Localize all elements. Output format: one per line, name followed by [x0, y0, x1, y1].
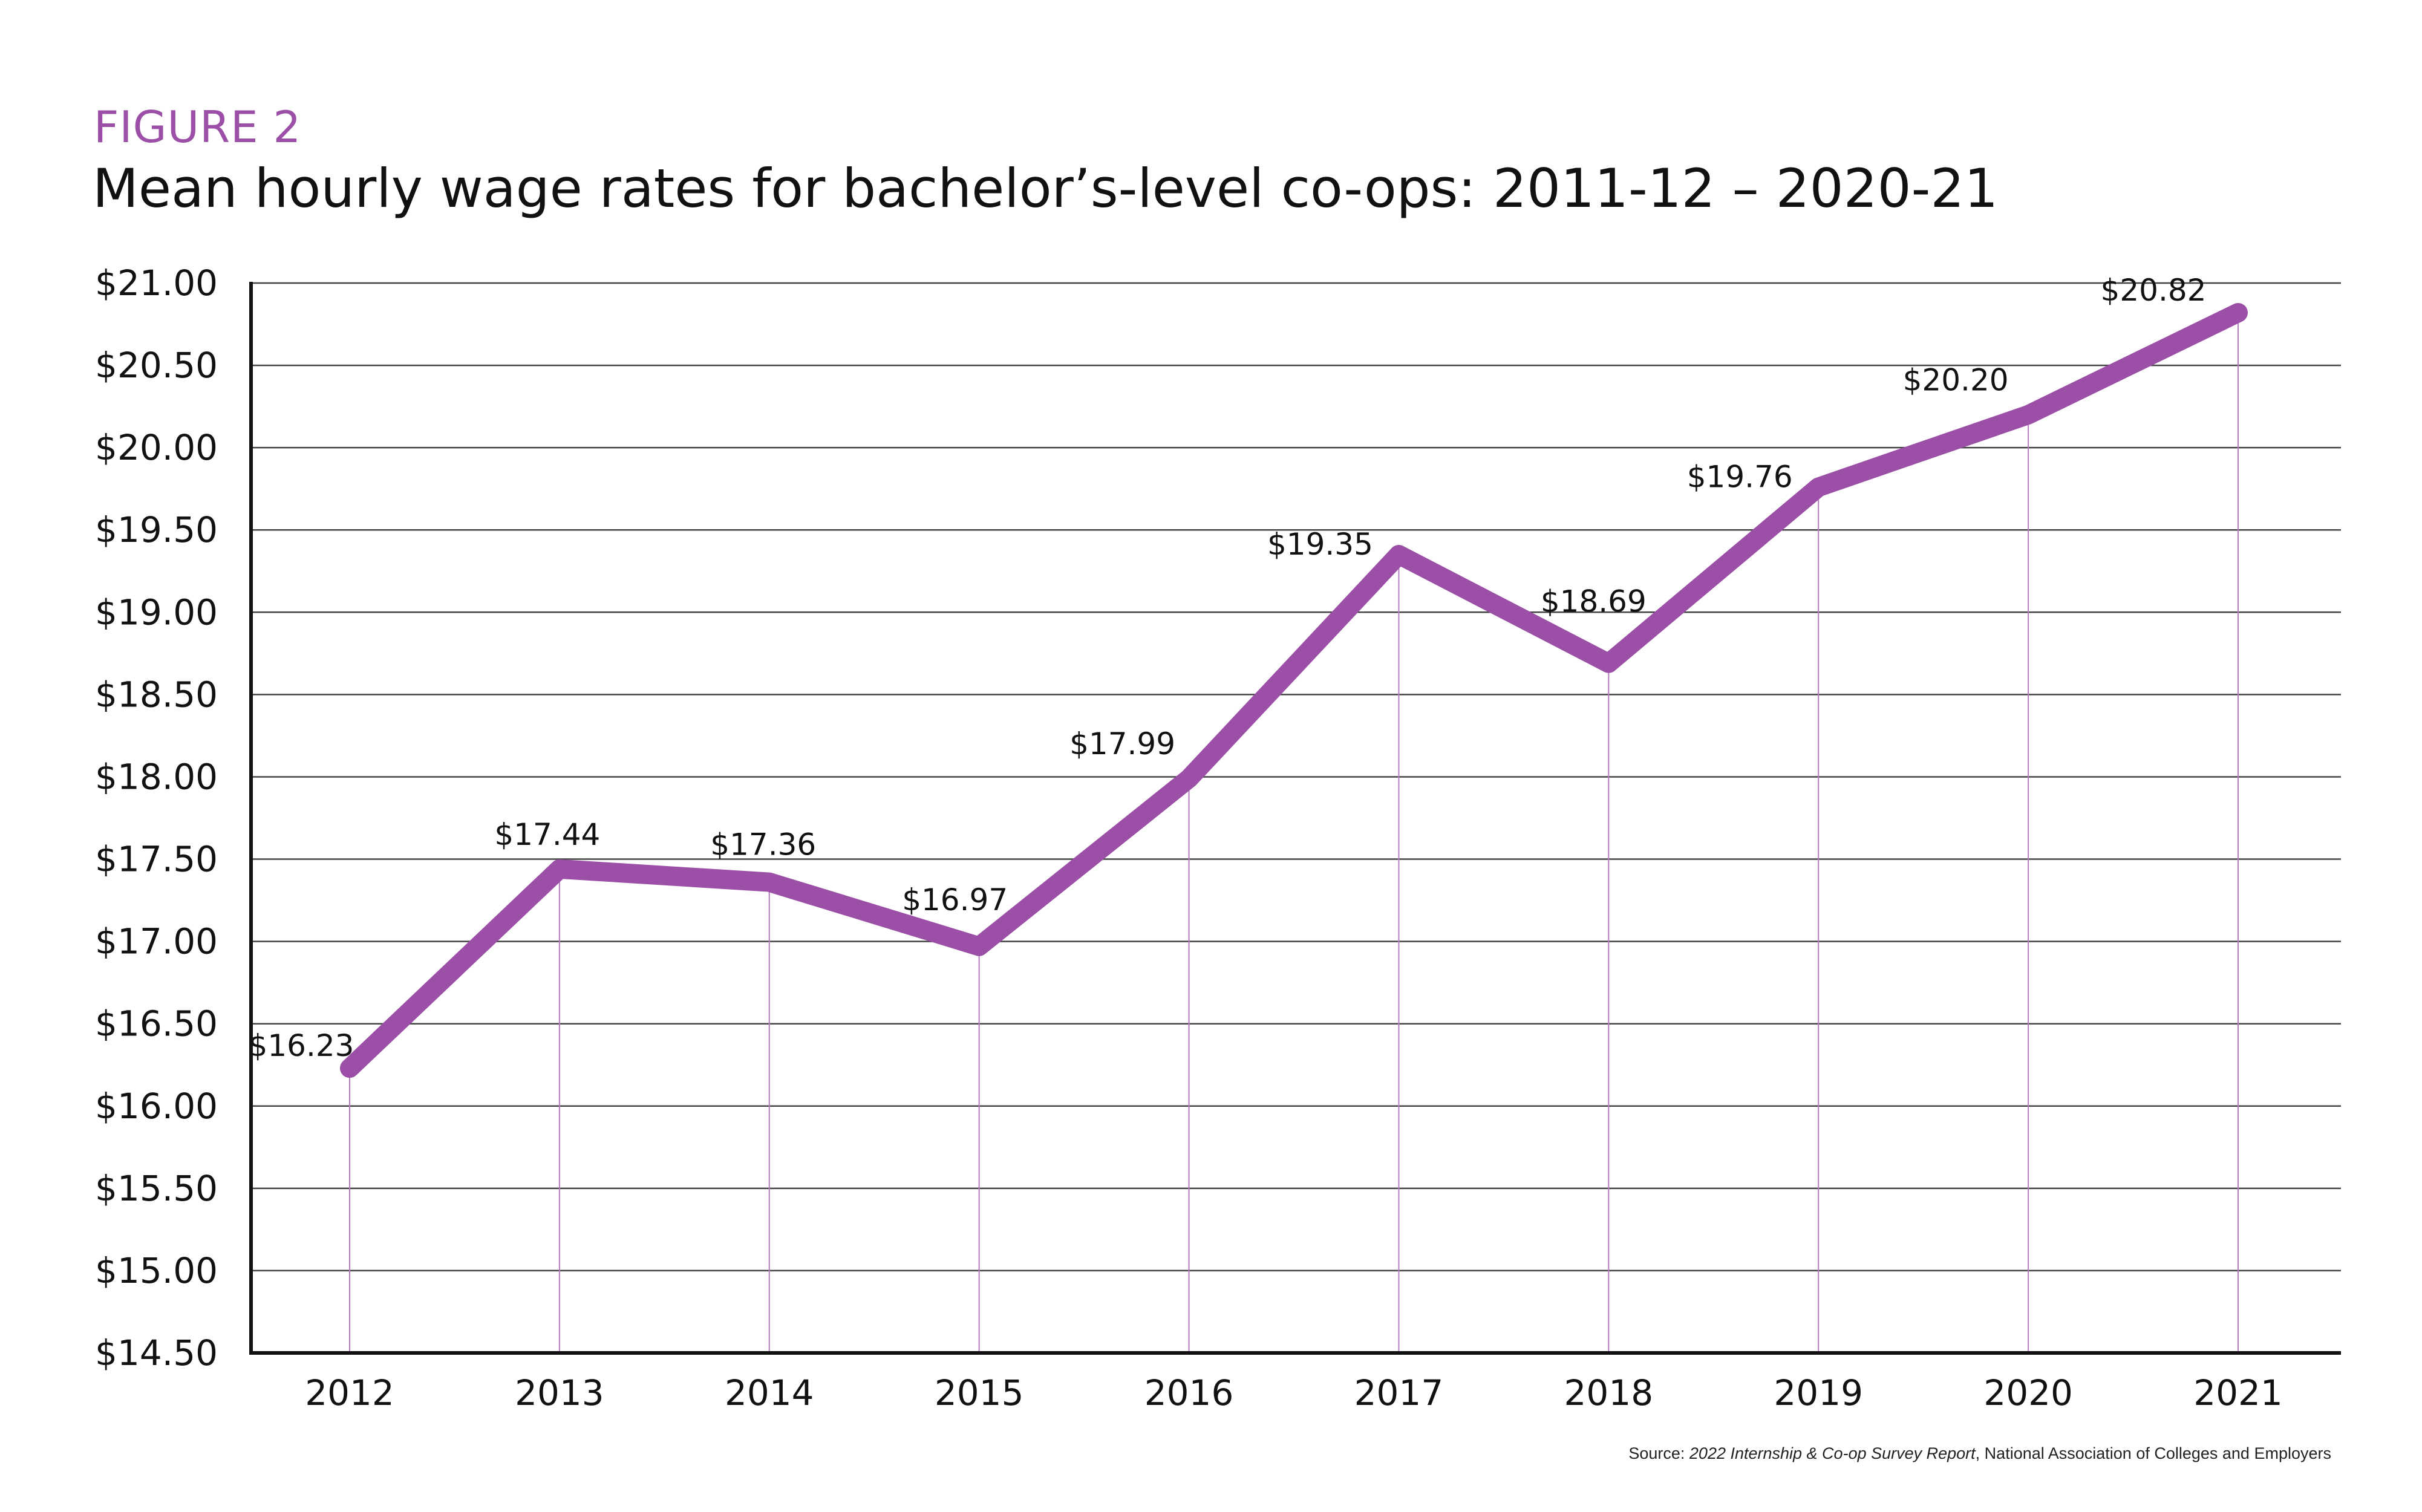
data-label: $19.35 — [1267, 527, 1373, 562]
y-tick-label: $17.50 — [95, 839, 218, 880]
data-label: $20.20 — [1903, 363, 2009, 398]
data-point — [1810, 478, 1827, 496]
data-point — [760, 873, 778, 891]
source-note: Source: 2022 Internship & Co-op Survey R… — [1628, 1444, 2331, 1463]
data-point — [2020, 406, 2037, 423]
source-suffix: , National Association of Colleges and E… — [1975, 1444, 2331, 1462]
y-tick-label: $21.00 — [95, 262, 218, 304]
x-tick-label: 2013 — [515, 1372, 604, 1413]
data-point — [1390, 546, 1408, 564]
y-tick-label: $15.50 — [95, 1168, 218, 1209]
data-point — [1180, 770, 1198, 787]
x-tick-label: 2014 — [725, 1372, 814, 1413]
data-label: $18.69 — [1541, 584, 1647, 619]
x-tick-label: 2018 — [1564, 1372, 1654, 1413]
source-prefix: Source: — [1628, 1444, 1689, 1462]
data-labels: $16.23 $17.44 $17.36 $16.97 $17.99 $19.35 $18.… — [249, 273, 2207, 1063]
data-point — [550, 860, 568, 878]
data-point — [2230, 304, 2247, 321]
data-point — [1600, 654, 1617, 672]
series-line — [340, 302, 2248, 1078]
source-report-title: 2022 Internship & Co-op Survey Report — [1689, 1444, 1976, 1462]
chart-title: Mean hourly wage rates for bachelor’s-le… — [93, 157, 1999, 220]
x-tick-label: 2012 — [305, 1372, 394, 1413]
y-axis-ticks: $14.50 $15.00 $15.50 $16.00 $16.50 $17.00 $17.… — [95, 262, 218, 1374]
data-label: $20.82 — [2101, 273, 2207, 308]
y-tick-label: $18.00 — [95, 756, 218, 797]
gridlines — [251, 282, 2341, 1272]
x-tick-label: 2021 — [2193, 1372, 2283, 1413]
x-axis-ticks: 2012 2013 2014 2015 2016 2017 2018 2019 2020 2021 — [305, 1372, 2283, 1413]
y-tick-label: $19.50 — [95, 509, 218, 550]
figure-label: FIGURE 2 — [94, 102, 302, 152]
y-tick-label: $17.00 — [95, 921, 218, 962]
y-tick-label: $14.50 — [95, 1332, 218, 1374]
y-tick-label: $15.00 — [95, 1250, 218, 1291]
x-tick-label: 2015 — [935, 1372, 1024, 1413]
drop-lines — [349, 312, 2239, 1353]
x-tick-label: 2020 — [1983, 1372, 2073, 1413]
data-label: $17.44 — [494, 817, 600, 852]
x-tick-label: 2016 — [1144, 1372, 1234, 1413]
x-tick-label: 2017 — [1354, 1372, 1444, 1413]
axes — [249, 282, 2341, 1355]
data-label: $16.23 — [249, 1028, 354, 1063]
y-tick-label: $16.00 — [95, 1086, 218, 1127]
data-label: $17.36 — [710, 827, 816, 862]
data-label: $16.97 — [902, 882, 1008, 917]
y-tick-label: $18.50 — [95, 674, 218, 715]
data-series — [340, 302, 2248, 1078]
data-label: $19.76 — [1687, 459, 1793, 494]
x-tick-label: 2019 — [1774, 1372, 1863, 1413]
y-tick-label: $20.00 — [95, 427, 218, 468]
y-tick-label: $20.50 — [95, 345, 218, 386]
y-tick-label: $19.00 — [95, 591, 218, 633]
y-tick-label: $16.50 — [95, 1003, 218, 1044]
data-label: $17.99 — [1069, 726, 1175, 761]
data-point — [970, 937, 988, 955]
data-point — [341, 1060, 358, 1077]
